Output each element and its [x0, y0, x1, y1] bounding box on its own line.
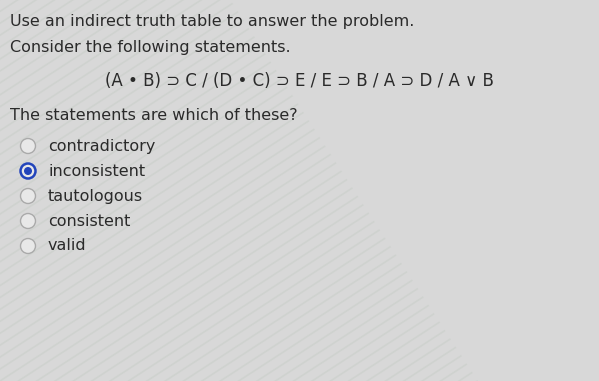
Text: Use an indirect truth table to answer the problem.: Use an indirect truth table to answer th… [10, 14, 415, 29]
Circle shape [20, 239, 35, 253]
Text: (A • B) ⊃ C / (D • C) ⊃ E / E ⊃ B / A ⊃ D / A ∨ B: (A • B) ⊃ C / (D • C) ⊃ E / E ⊃ B / A ⊃ … [105, 72, 494, 90]
Text: valid: valid [48, 239, 87, 253]
Circle shape [20, 139, 35, 154]
Text: consistent: consistent [48, 213, 131, 229]
Circle shape [20, 213, 35, 229]
Text: inconsistent: inconsistent [48, 163, 145, 179]
Circle shape [20, 163, 35, 179]
Text: The statements are which of these?: The statements are which of these? [10, 108, 298, 123]
Text: contradictory: contradictory [48, 139, 155, 154]
Text: tautologous: tautologous [48, 189, 143, 203]
Circle shape [24, 167, 32, 175]
Text: Consider the following statements.: Consider the following statements. [10, 40, 291, 55]
Circle shape [20, 189, 35, 203]
